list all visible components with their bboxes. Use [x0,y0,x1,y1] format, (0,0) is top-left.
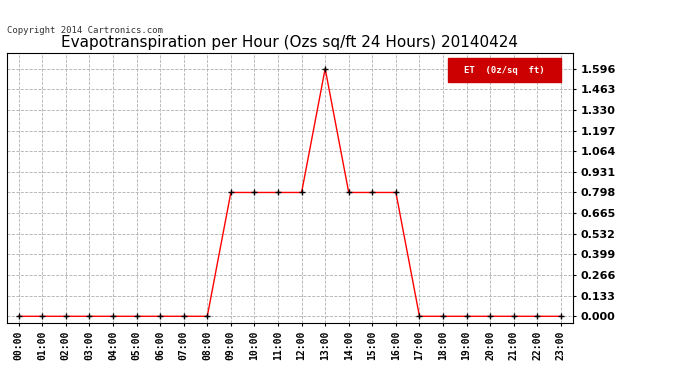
Text: Copyright 2014 Cartronics.com: Copyright 2014 Cartronics.com [7,26,163,35]
Title: Evapotranspiration per Hour (Ozs sq/ft 24 Hours) 20140424: Evapotranspiration per Hour (Ozs sq/ft 2… [61,35,518,50]
Text: ET  (0z/sq  ft): ET (0z/sq ft) [464,66,545,75]
FancyBboxPatch shape [448,58,562,82]
